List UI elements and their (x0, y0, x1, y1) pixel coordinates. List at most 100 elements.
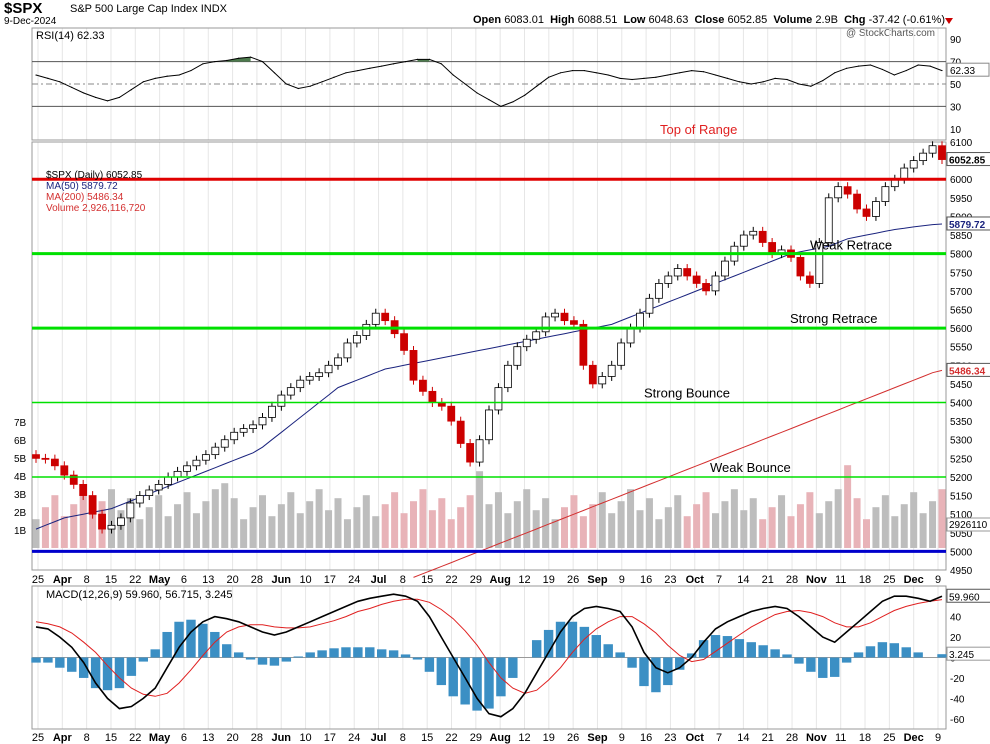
macd-histogram-bar (734, 639, 745, 658)
x-tick-label: 12 (518, 574, 530, 586)
macd-histogram-bar (269, 657, 280, 666)
volume-bar (844, 465, 852, 548)
volume-bar (485, 504, 493, 548)
candle-body (456, 420, 465, 444)
volume-bar (627, 489, 635, 548)
x-tick-label: 7 (716, 574, 722, 586)
x-tick-label-bottom: 12 (518, 732, 530, 744)
candle-body (201, 454, 210, 461)
rsi-point (130, 89, 132, 91)
rsi-point (416, 58, 419, 60)
x-tick-label: 10 (299, 574, 311, 586)
macd-histogram-bar (937, 654, 947, 658)
x-tick-label-bottom: 7 (716, 732, 722, 744)
macd-histogram-bar (901, 647, 911, 658)
x-tick-label: Aug (489, 574, 510, 586)
x-tick-label-bottom: 8 (400, 732, 406, 744)
x-tick-label-bottom: 22 (445, 732, 457, 744)
volume-bar (796, 504, 804, 548)
macd-histogram-bar (531, 640, 542, 658)
macd-histogram-bar (150, 649, 160, 658)
x-tick-label-bottom: Nov (806, 732, 828, 744)
candle-body (145, 489, 154, 496)
candle-body (900, 167, 909, 180)
volume-bar (702, 492, 710, 548)
x-tick-label: 22 (129, 574, 141, 586)
candle-body (107, 524, 116, 530)
candle-body (768, 242, 777, 255)
x-tick-label-bottom: 29 (470, 732, 482, 744)
candle-body (645, 297, 654, 314)
macd-histogram-bar (615, 652, 625, 658)
chg-label: Chg (844, 14, 866, 26)
candle-body (654, 283, 663, 299)
candle-body (749, 230, 758, 236)
macd-line (35, 593, 943, 718)
volume-bar (778, 495, 786, 548)
rsi-point (774, 77, 776, 79)
x-tick-label-bottom: 9 (619, 732, 625, 744)
high-value: 6088.51 (577, 14, 618, 26)
candle-body (815, 242, 824, 284)
macd-histogram-bar (877, 642, 888, 658)
candle-body (626, 327, 635, 344)
rsi-current-badge (946, 62, 990, 77)
macd-histogram-bar (90, 657, 101, 689)
macd-histogram-bar (686, 653, 697, 658)
rsi-overbought-fill (417, 59, 430, 62)
volume-bar (126, 498, 134, 548)
candle-body (824, 197, 833, 243)
macd-histogram-bar (424, 657, 435, 672)
macd-histogram-bar (341, 647, 351, 658)
candle-body (362, 323, 371, 336)
x-tick-label: 8 (400, 574, 406, 586)
candle-body (513, 346, 522, 366)
volume-bar (711, 513, 720, 548)
rsi-point (333, 76, 335, 78)
rsi-point (428, 58, 430, 60)
x-tick-label-bottom: 11 (835, 732, 846, 744)
candle-body (909, 160, 918, 169)
macd-histogram-bar (114, 657, 125, 689)
macd-histogram-bar (233, 652, 244, 658)
candle-body (551, 312, 559, 318)
rsi-point (679, 72, 681, 74)
macd-histogram-bar (603, 644, 613, 658)
volume-bar (900, 504, 908, 548)
macd-histogram-bar (138, 657, 148, 662)
level-annotation: Weak Retrace (810, 238, 892, 253)
volume-bar (277, 504, 285, 548)
candle-body (881, 186, 890, 202)
volume-bar (381, 504, 389, 548)
x-tick-label: Oct (686, 574, 705, 586)
ma200-label-badge (946, 362, 990, 377)
rsi-point (786, 78, 788, 81)
rsi-point (261, 61, 264, 63)
macd-histogram-bar (317, 650, 327, 658)
volume-bar (768, 507, 776, 548)
rsi-point (500, 105, 502, 107)
symbol-title: $SPX (4, 0, 43, 17)
x-tick-label-bottom: Jun (271, 732, 291, 744)
rsi-point (393, 63, 395, 65)
volume-label: Volume (773, 14, 813, 26)
x-tick-label-bottom: 25 (883, 732, 895, 744)
candle-body (466, 443, 475, 463)
macd-histogram-bar (174, 621, 184, 658)
volume-bar (834, 489, 842, 548)
candle-body (50, 458, 59, 467)
price-tick-label: 5250 (950, 454, 973, 465)
volume-bar (749, 498, 757, 548)
candle-body (721, 260, 729, 277)
macd-current-label: 59.960 (949, 592, 980, 603)
macd-histogram-bar (222, 644, 232, 658)
candle-body (343, 342, 352, 359)
candle-body (928, 145, 937, 154)
rsi-point (285, 83, 287, 85)
candle-body (88, 495, 97, 515)
volume-bar (306, 501, 314, 548)
candle-body (352, 335, 361, 344)
rsi-tick-label: 10 (950, 125, 962, 136)
